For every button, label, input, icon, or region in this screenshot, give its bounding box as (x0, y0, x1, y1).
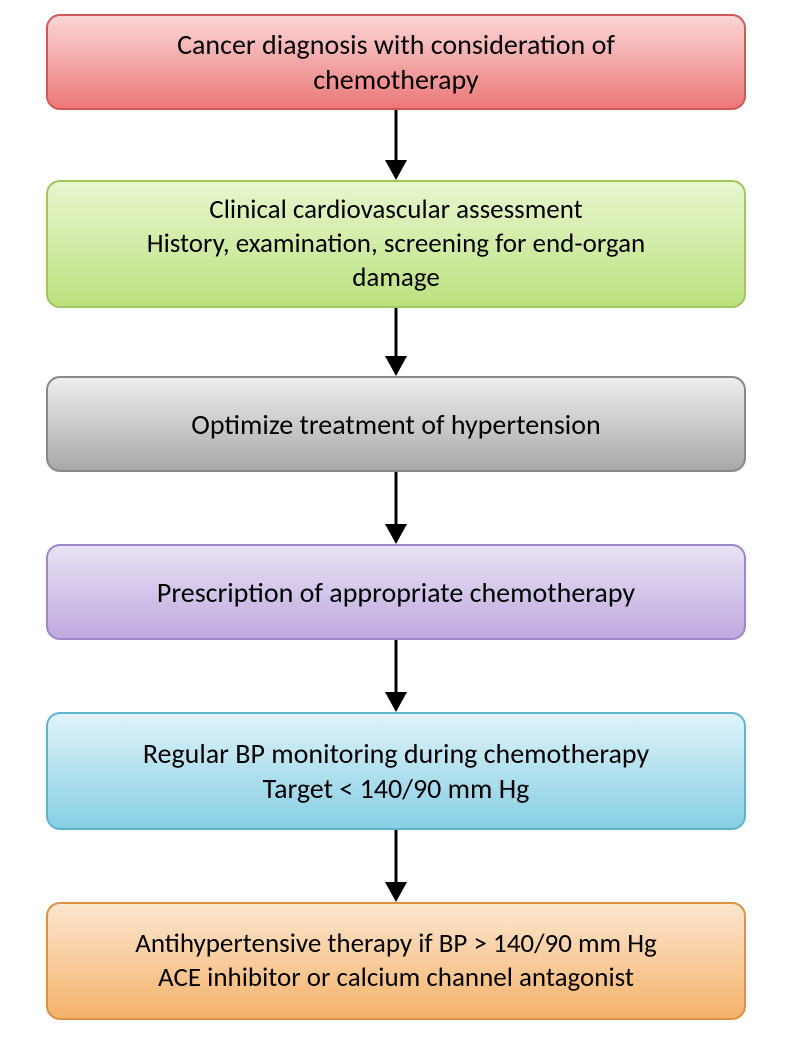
flow-node-label: Optimize treatment of hypertension (68, 407, 724, 442)
arrow-head-icon (385, 356, 407, 376)
flow-node-n6: Antihypertensive therapy if BP > 140/90 … (46, 902, 746, 1020)
arrow-head-icon (385, 692, 407, 712)
flow-node-label: Antihypertensive therapy if BP > 140/90 … (68, 927, 724, 995)
flow-node-n1: Cancer diagnosis with consideration of c… (46, 14, 746, 110)
flow-node-n3: Optimize treatment of hypertension (46, 376, 746, 472)
flow-node-n4: Prescription of appropriate chemotherapy (46, 544, 746, 640)
flow-node-label: Cancer diagnosis with consideration of c… (68, 27, 724, 97)
flowchart-canvas: Cancer diagnosis with consideration of c… (0, 0, 792, 1044)
arrow-line (395, 640, 398, 692)
arrow-line (395, 110, 398, 160)
arrow-line (395, 308, 398, 356)
flow-node-n5: Regular BP monitoring during chemotherap… (46, 712, 746, 830)
arrow-head-icon (385, 882, 407, 902)
flow-node-n2: Clinical cardiovascular assessment Histo… (46, 180, 746, 308)
arrow-head-icon (385, 160, 407, 180)
arrow-head-icon (385, 524, 407, 544)
flow-node-label: Regular BP monitoring during chemotherap… (68, 736, 724, 806)
flow-node-label: Prescription of appropriate chemotherapy (68, 575, 724, 610)
arrow-line (395, 830, 398, 882)
flow-node-label: Clinical cardiovascular assessment Histo… (68, 193, 724, 294)
arrow-line (395, 472, 398, 524)
